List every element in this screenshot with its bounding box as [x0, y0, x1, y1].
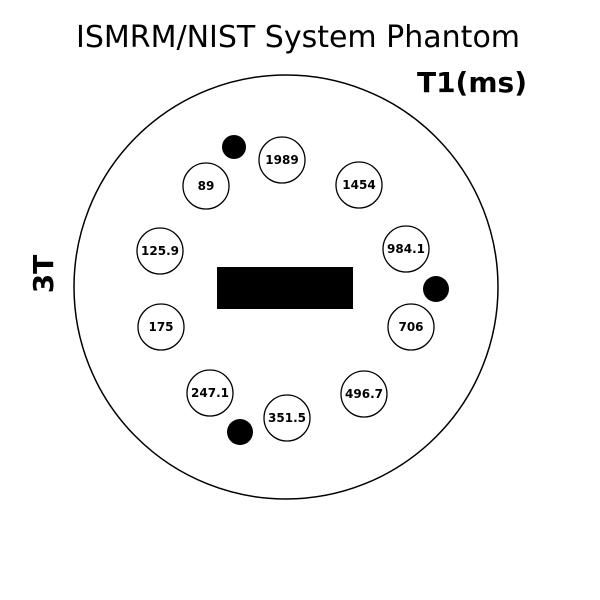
- unit-label: T1(ms): [417, 66, 527, 99]
- diagram-title: ISMRM/NIST System Phantom: [76, 20, 520, 55]
- vial-label: 89: [198, 179, 215, 193]
- vial-circle: [263, 394, 311, 442]
- vial-label: 706: [398, 320, 423, 334]
- vial-label: 125.9: [141, 244, 179, 258]
- vial-label: 496.7: [345, 387, 383, 401]
- vial-label: 984.1: [387, 242, 425, 256]
- vial-circle: [258, 136, 306, 184]
- vial-group: 1989 1454 984.1 706 496.7 351.5 247.1 175 125.9 8…: [136, 136, 435, 442]
- fiducial-marker: [227, 419, 253, 445]
- fiducial-marker: [423, 276, 449, 302]
- fiducial-marker: [222, 135, 246, 159]
- vial-label: 175: [148, 320, 173, 334]
- field-strength-label: 3T: [27, 255, 60, 294]
- vial-label: 351.5: [268, 411, 306, 425]
- vial-circle: [186, 369, 234, 417]
- center-block: [217, 267, 353, 309]
- vial-circle: [335, 161, 383, 209]
- vial-circle: [182, 162, 230, 210]
- vial-circle: [137, 303, 185, 351]
- vial-circle: [382, 225, 430, 273]
- vial-label: 1454: [342, 178, 375, 192]
- vial-circle: [136, 227, 184, 275]
- vial-circle: [340, 370, 388, 418]
- vial-label: 1989: [265, 153, 298, 167]
- vial-label: 247.1: [191, 386, 229, 400]
- vial-circle: [387, 303, 435, 351]
